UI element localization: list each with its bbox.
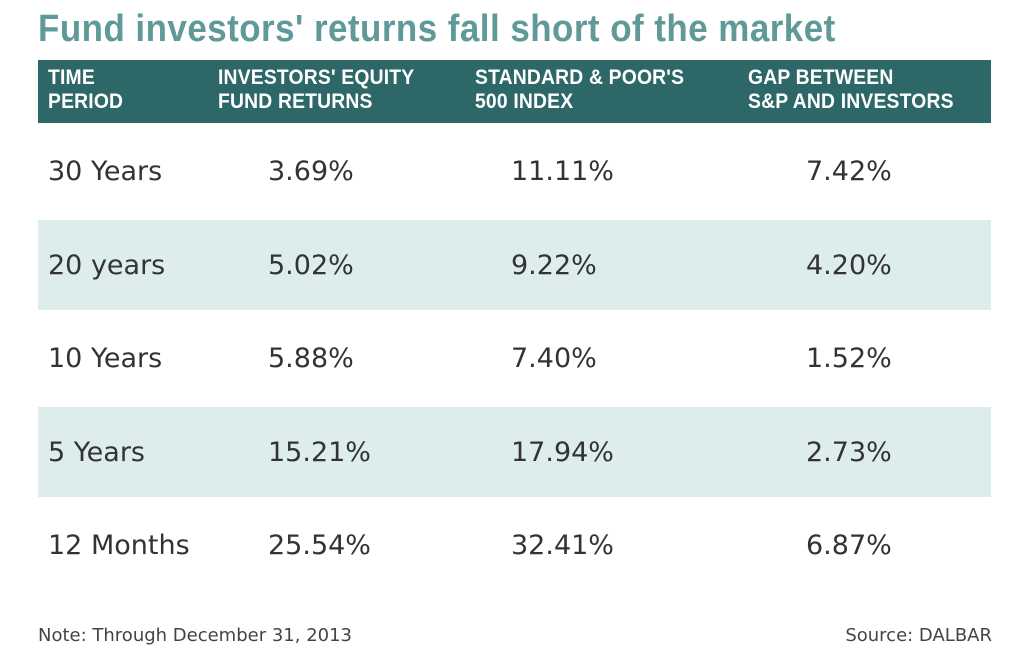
header-investor-returns: INVESTORS' EQUITY FUND RETURNS <box>218 66 414 114</box>
cell-investor-return: 3.69% <box>268 156 354 187</box>
cell-sp500-return: 11.11% <box>511 156 614 187</box>
header-line: S&P AND INVESTORS <box>748 90 954 113</box>
footnote: Note: Through December 31, 2013 <box>38 625 352 646</box>
cell-investor-return: 5.88% <box>268 343 354 374</box>
cell-period: 12 Months <box>48 530 190 561</box>
header-line: GAP BETWEEN <box>748 66 894 89</box>
header-gap: GAP BETWEEN S&P AND INVESTORS <box>748 66 954 114</box>
chart-title: Fund investors' returns fall short of th… <box>38 8 836 50</box>
table-row: 30 Years 3.69% 11.11% 7.42% <box>38 123 991 220</box>
cell-sp500-return: 32.41% <box>511 530 614 561</box>
source-credit: Source: DALBAR <box>845 625 992 646</box>
table-row: 5 Years 15.21% 17.94% 2.73% <box>38 407 991 497</box>
cell-period: 30 Years <box>48 156 163 187</box>
cell-sp500-return: 7.40% <box>511 343 597 374</box>
returns-table: TIME PERIOD INVESTORS' EQUITY FUND RETUR… <box>38 60 991 594</box>
table-row: 20 years 5.02% 9.22% 4.20% <box>38 220 991 310</box>
header-time-period: TIME PERIOD <box>48 66 123 114</box>
cell-period: 5 Years <box>48 436 145 468</box>
cell-gap: 6.87% <box>806 530 892 561</box>
cell-gap: 1.52% <box>806 343 892 374</box>
table-row: 12 Months 25.54% 32.41% 6.87% <box>38 497 991 594</box>
cell-gap: 7.42% <box>806 156 892 187</box>
header-line: INVESTORS' EQUITY <box>218 66 415 89</box>
header-line: 500 INDEX <box>475 90 574 113</box>
cell-sp500-return: 9.22% <box>511 249 597 281</box>
table-header: TIME PERIOD INVESTORS' EQUITY FUND RETUR… <box>38 60 991 123</box>
cell-period: 10 Years <box>48 343 163 374</box>
cell-investor-return: 25.54% <box>268 530 371 561</box>
header-line: PERIOD <box>48 90 124 113</box>
cell-gap: 2.73% <box>806 436 892 468</box>
cell-period: 20 years <box>48 249 166 281</box>
cell-gap: 4.20% <box>806 249 892 281</box>
cell-investor-return: 5.02% <box>268 249 354 281</box>
header-sp500: STANDARD & POOR'S 500 INDEX <box>475 66 684 114</box>
header-line: TIME <box>48 66 95 89</box>
header-line: FUND RETURNS <box>218 90 373 113</box>
cell-sp500-return: 17.94% <box>511 436 614 468</box>
cell-investor-return: 15.21% <box>268 436 371 468</box>
table-row: 10 Years 5.88% 7.40% 1.52% <box>38 310 991 407</box>
header-line: STANDARD & POOR'S <box>475 66 685 89</box>
